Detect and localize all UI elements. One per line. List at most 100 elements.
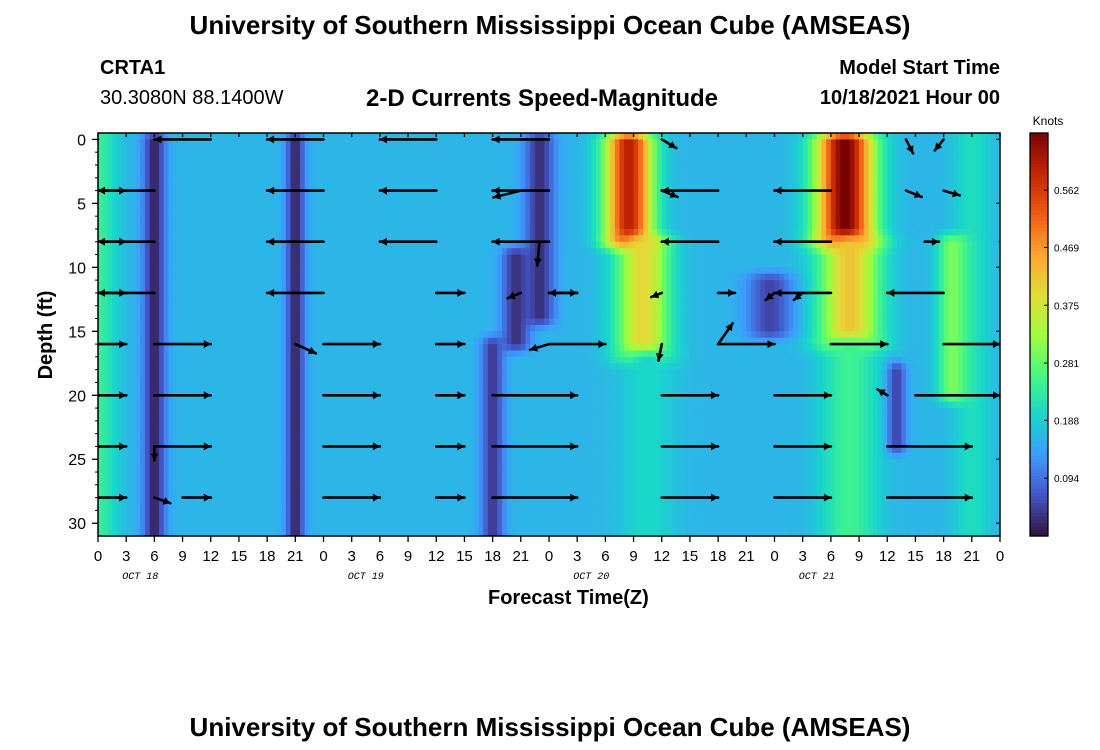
heat-cell <box>271 254 278 262</box>
heat-cell <box>224 344 231 352</box>
heat-cell <box>417 305 423 313</box>
heat-cell <box>398 222 404 230</box>
heat-cell <box>365 152 372 160</box>
heat-cell <box>403 305 409 313</box>
heat-cell <box>450 446 456 454</box>
heat-cell <box>361 523 367 531</box>
heat-cell <box>102 388 108 396</box>
heat-cell <box>215 484 221 492</box>
heat-cell <box>436 369 442 377</box>
heat-cell <box>201 203 207 211</box>
heat-cell <box>253 164 259 172</box>
heat-cell <box>445 139 451 147</box>
heat-cell <box>154 523 160 531</box>
heat-cell <box>440 465 447 473</box>
heat-cell <box>403 133 409 140</box>
heat-cell <box>295 177 301 185</box>
heat-cell <box>323 292 329 300</box>
heat-cell <box>238 145 245 153</box>
heat-cell <box>243 356 249 364</box>
heat-cell <box>328 260 334 268</box>
heat-cell <box>342 491 348 499</box>
heat-cell <box>238 209 245 217</box>
heat-cell <box>398 248 404 256</box>
heat-cell <box>304 133 311 140</box>
heat-cell <box>398 420 404 428</box>
heat-cell <box>412 497 419 505</box>
heat-cell <box>332 305 339 313</box>
heat-cell <box>112 260 118 268</box>
heat-cell <box>332 241 339 249</box>
heat-cell <box>271 427 278 435</box>
heat-cell <box>323 369 329 377</box>
heat-cell <box>398 363 404 371</box>
heat-cell <box>422 312 428 320</box>
heat-cell <box>140 510 146 518</box>
heat-cell <box>389 497 395 505</box>
heat-cell <box>328 248 334 256</box>
heat-cell <box>318 452 325 460</box>
heat-cell <box>238 324 245 332</box>
heat-cell <box>220 356 226 364</box>
heat-cell <box>342 145 348 153</box>
heat-cell <box>384 158 390 166</box>
heat-cell <box>238 388 245 396</box>
heat-cell <box>389 241 395 249</box>
heat-cell <box>229 408 235 416</box>
heat-cell <box>196 267 202 275</box>
heat-cell <box>422 465 428 473</box>
heat-cell <box>285 139 292 147</box>
heat-cell <box>168 382 174 390</box>
heat-cell <box>403 414 409 422</box>
heat-cell <box>163 184 170 192</box>
heat-cell <box>144 337 151 345</box>
heat-cell <box>445 222 451 230</box>
heat-cell <box>224 196 231 204</box>
heat-cell <box>187 222 193 230</box>
heat-cell <box>116 280 123 288</box>
heat-cell <box>177 427 184 435</box>
heat-cell <box>323 171 329 179</box>
heat-cell <box>149 331 155 339</box>
heat-cell <box>346 145 353 153</box>
heat-cell <box>337 529 343 536</box>
heat-cell <box>450 472 456 480</box>
heat-cell <box>163 312 170 320</box>
heat-cell <box>314 216 320 224</box>
heat-cell <box>459 433 466 441</box>
heat-cell <box>196 344 202 352</box>
heat-cell <box>149 171 155 179</box>
heat-cell <box>248 299 254 307</box>
heat-cell <box>112 292 118 300</box>
heat-cell <box>253 171 259 179</box>
heat-cell <box>459 446 466 454</box>
heat-cell <box>234 344 240 352</box>
heat-cell <box>116 414 123 422</box>
heat-cell <box>318 401 325 409</box>
heat-cell <box>215 203 221 211</box>
heat-cell <box>436 196 442 204</box>
heat-cell <box>257 369 264 377</box>
heat-cell <box>431 209 437 217</box>
heat-cell <box>262 382 268 390</box>
heat-cell <box>281 382 287 390</box>
heat-cell <box>182 344 188 352</box>
heat-cell <box>267 254 273 262</box>
heat-cell <box>309 164 315 172</box>
heat-cell <box>215 260 221 268</box>
heat-cell <box>135 388 141 396</box>
heat-cell <box>318 388 325 396</box>
heat-cell <box>140 235 146 243</box>
heat-cell <box>412 222 419 230</box>
heat-cell <box>248 484 254 492</box>
heat-cell <box>224 440 231 448</box>
heat-cell <box>431 139 437 147</box>
heat-cell <box>159 420 165 428</box>
heat-cell <box>370 472 376 480</box>
heat-cell <box>436 510 442 518</box>
heat-cell <box>144 433 151 441</box>
heat-cell <box>459 484 466 492</box>
heat-cell <box>191 497 198 505</box>
heat-cell <box>431 388 437 396</box>
heat-cell <box>309 324 315 332</box>
